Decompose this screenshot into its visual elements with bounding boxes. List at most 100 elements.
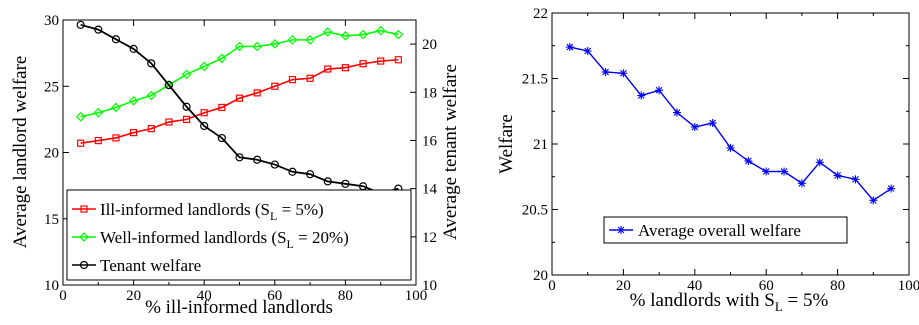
legend-marker [617, 226, 625, 234]
right-y-tick-label: 16 [422, 133, 438, 149]
data-point [394, 56, 402, 64]
data-point [306, 74, 314, 82]
right-chart-y-tick-label: 20.5 [522, 203, 548, 219]
series-line [80, 29, 399, 118]
data-point [217, 133, 226, 143]
data-point [111, 102, 121, 113]
left-chart-series [75, 20, 404, 198]
data-point [305, 35, 315, 45]
series-line [569, 46, 892, 202]
data-point [253, 89, 261, 97]
left-y-tick-label: 30 [44, 13, 59, 29]
left-y-tick-label: 15 [44, 212, 59, 228]
data-point [690, 122, 699, 131]
series-2 [76, 20, 403, 198]
right-chart-y-tick-label: 21.5 [522, 72, 548, 88]
legend-marker [79, 260, 89, 270]
data-point [565, 43, 574, 52]
series-0 [77, 56, 402, 147]
data-point [762, 167, 771, 176]
data-point [744, 157, 753, 166]
data-point [887, 184, 896, 193]
right-chart-y-axis-label: Welfare [496, 114, 517, 174]
data-point [164, 80, 173, 90]
left-y-axis-label: Average landlord welfare [10, 56, 31, 249]
data-point [780, 167, 789, 176]
right-legend-box [603, 216, 848, 244]
data-point [619, 69, 628, 78]
left-x-tick-label: 40 [197, 288, 212, 304]
right-chart-y-tick-label: 21 [533, 137, 548, 153]
data-point [130, 129, 138, 137]
right-x-axis-label: % landlords with SL = 5% [630, 290, 829, 314]
legend-marker [79, 232, 89, 242]
data-point [147, 59, 156, 68]
data-point [218, 103, 226, 112]
legend-label: Average overall welfare [638, 221, 801, 240]
data-point [129, 44, 138, 54]
right-chart-y-tick-label: 22 [533, 6, 548, 22]
data-point [93, 107, 104, 118]
data-point [815, 158, 824, 167]
left-legend: Ill-informed landlords (SL = 5%) Well-inf… [72, 200, 349, 275]
data-point [147, 125, 155, 133]
right-x-tick-label: 100 [898, 278, 919, 294]
data-point [128, 95, 139, 106]
data-point [306, 170, 315, 179]
right-y-tick-label: 20 [422, 37, 437, 53]
left-x-tick-label: 100 [405, 288, 428, 304]
data-point [375, 25, 386, 36]
left-legend-box [66, 189, 412, 281]
data-point [288, 76, 297, 84]
series-line [80, 23, 399, 195]
data-point [182, 102, 191, 111]
left-x-tick-label: 60 [267, 288, 282, 304]
data-point [851, 175, 860, 184]
data-point [322, 27, 333, 37]
data-point [726, 143, 735, 152]
data-point [341, 179, 350, 188]
left-x-axis-label: % ill-informed landlords [145, 297, 333, 318]
data-point [655, 86, 664, 95]
right-y-tick-label: 10 [422, 278, 437, 294]
data-point [637, 91, 646, 100]
data-point [77, 139, 85, 147]
data-point [200, 109, 208, 117]
data-point [253, 155, 262, 164]
data-point [287, 35, 298, 45]
data-point [358, 29, 368, 40]
right-chart-y-tick-label: 20 [533, 268, 548, 284]
data-point [672, 108, 681, 117]
legend-marker [80, 205, 88, 213]
right-legend: Average overall welfare [609, 221, 801, 240]
data-point [869, 196, 878, 205]
data-point [252, 41, 262, 52]
data-point [269, 39, 280, 49]
right-x-tick-label: 60 [759, 278, 774, 294]
series-1 [75, 25, 404, 122]
data-point [341, 64, 349, 72]
data-point [235, 153, 244, 162]
legend-label: Tenant welfare [100, 256, 201, 275]
data-point [393, 29, 404, 40]
right-x-tick-label: 80 [830, 278, 845, 294]
data-point [217, 53, 227, 64]
data-point [112, 134, 120, 142]
data-point [359, 60, 367, 68]
left-x-tick-label: 80 [338, 288, 353, 304]
data-point [182, 115, 191, 123]
data-point [377, 57, 385, 65]
data-point [833, 171, 842, 180]
data-point [94, 25, 103, 34]
data-point [323, 177, 332, 186]
right-y-axis-label: Average tenant welfare [440, 64, 461, 240]
data-point [76, 20, 85, 29]
series-line [80, 58, 399, 145]
data-point [199, 61, 210, 72]
data-point [797, 179, 806, 188]
right-y-tick-label: 12 [422, 230, 437, 246]
